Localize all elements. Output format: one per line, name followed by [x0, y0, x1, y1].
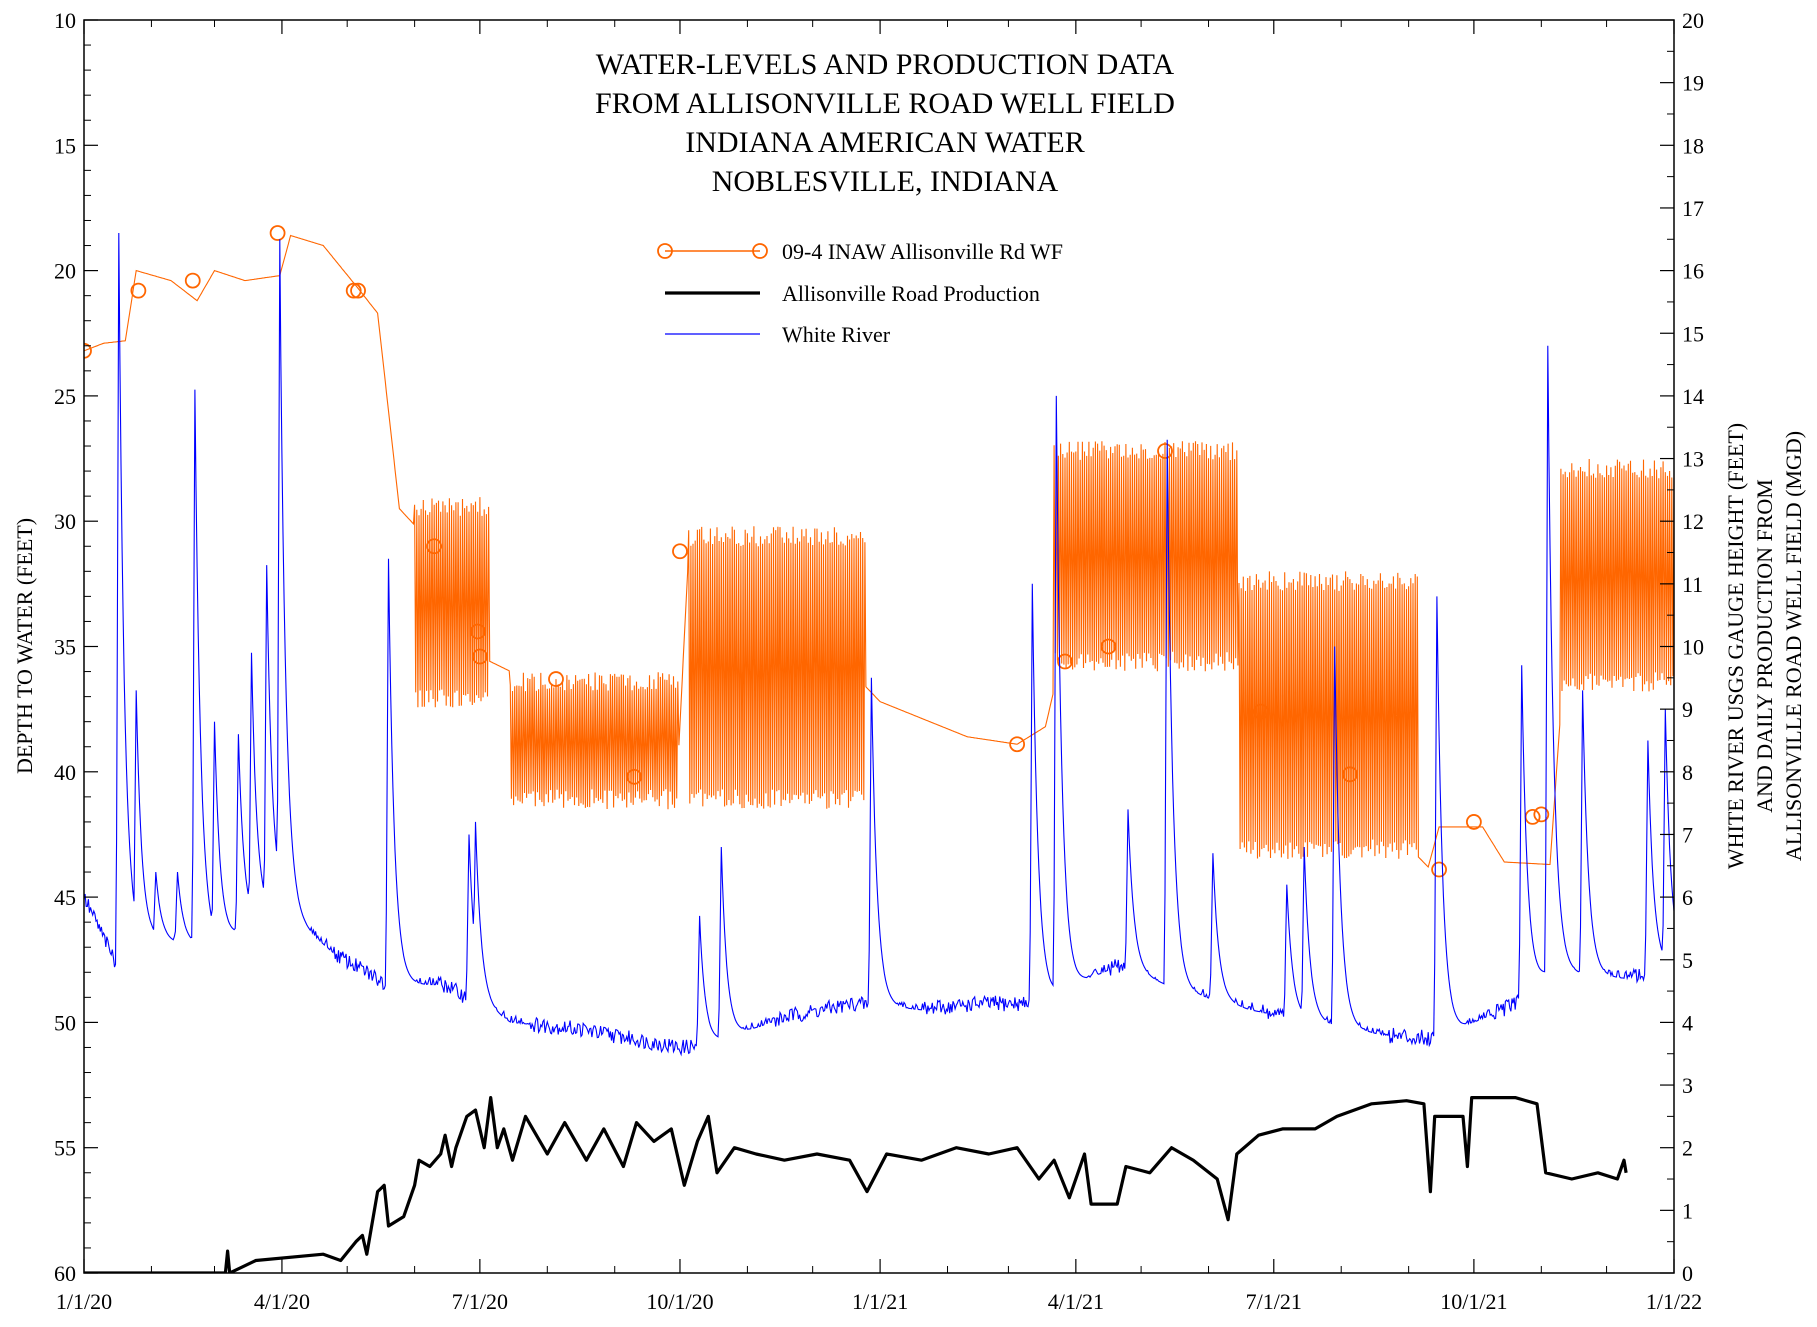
water-level-marker — [469, 623, 486, 640]
water-level-marker — [1100, 638, 1117, 655]
legend-marker-water-level — [752, 243, 768, 259]
right-tick-label: 7 — [1682, 822, 1693, 847]
left-tick-label: 25 — [54, 384, 76, 409]
water-level-marker — [84, 342, 92, 359]
right-tick-label: 0 — [1682, 1261, 1693, 1286]
right-tick-label: 9 — [1682, 697, 1693, 722]
water-level-marker — [1524, 809, 1541, 825]
legend: 09-4 INAW Allisonville Rd WF Allisonville… — [657, 239, 1063, 347]
series-line-white-river — [84, 232, 1674, 1057]
water-level-marker — [1009, 736, 1026, 753]
right-tick-label: 5 — [1682, 948, 1693, 973]
plot-frame — [83, 19, 1675, 1274]
water-level-marker — [130, 282, 147, 299]
x-tick-label: 4/1/20 — [254, 1289, 310, 1314]
right-tick-label: 11 — [1682, 572, 1703, 597]
x-axis: 1/1/20 4/1/20 7/1/20 10/1/20 1/1/21 4/1/21 7/1… — [56, 20, 1702, 1314]
left-tick-label: 55 — [54, 1136, 76, 1161]
x-tick-label: 7/1/20 — [452, 1289, 508, 1314]
water-level-marker — [345, 282, 362, 299]
series-white-river — [84, 232, 1674, 1057]
water-level-marker — [426, 538, 443, 555]
left-axis-title: DEPTH TO WATER (FEET) — [12, 518, 37, 774]
chart-title-line: WATER-LEVELS AND PRODUCTION DATA — [596, 48, 1175, 81]
right-tick-label: 10 — [1682, 635, 1704, 660]
x-tick-label: 1/1/22 — [1646, 1289, 1702, 1314]
series-allisonville-road-production — [84, 1096, 1628, 1273]
left-tick-label: 60 — [54, 1261, 76, 1286]
right-tick-label: 6 — [1682, 885, 1693, 910]
right-tick-label: 17 — [1682, 196, 1704, 221]
legend-marker-water-level — [657, 243, 673, 259]
right-tick-label: 19 — [1682, 71, 1704, 96]
water-level-marker — [269, 225, 286, 241]
water-level-marker — [184, 272, 201, 289]
left-tick-label: 45 — [54, 885, 76, 910]
right-tick-label: 15 — [1682, 321, 1704, 346]
chart-title: WATER-LEVELS AND PRODUCTION DATA FROM ALL… — [595, 48, 1175, 198]
chart-title-line: INDIANA AMERICAN WATER — [685, 126, 1084, 159]
right-tick-label: 18 — [1682, 133, 1704, 158]
right-tick-label: 1 — [1682, 1198, 1693, 1223]
water-level-marker — [548, 671, 564, 687]
left-tick-label: 20 — [54, 259, 76, 284]
left-tick-label: 30 — [54, 509, 76, 534]
right-tick-label: 14 — [1682, 384, 1704, 409]
right-tick-label: 12 — [1682, 509, 1704, 534]
right-axis-title-line: AND DAILY PRODUCTION FROM — [1752, 479, 1777, 813]
right-tick-label: 8 — [1682, 760, 1693, 785]
series-line-water-level — [84, 234, 1674, 869]
water-level-marker — [1252, 703, 1269, 720]
right-tick-label: 4 — [1682, 1010, 1693, 1035]
water-level-marker — [471, 648, 488, 665]
chart-title-line: NOBLESVILLE, INDIANA — [712, 165, 1059, 198]
legend-label: 09-4 INAW Allisonville Rd WF — [782, 239, 1063, 264]
left-tick-label: 15 — [54, 133, 76, 158]
plot-area — [84, 225, 1674, 1273]
right-tick-label: 3 — [1682, 1073, 1693, 1098]
left-tick-label: 50 — [54, 1010, 76, 1035]
right-tick-label: 20 — [1682, 8, 1704, 33]
left-tick-label: 10 — [54, 8, 76, 33]
left-tick-label: 35 — [54, 635, 76, 660]
water-level-marker — [350, 282, 366, 299]
water-level-marker — [1057, 653, 1073, 670]
series-line-production — [84, 1096, 1628, 1273]
right-tick-label: 16 — [1682, 259, 1704, 284]
x-tick-label: 1/1/20 — [56, 1289, 112, 1314]
x-tick-label: 4/1/21 — [1048, 1289, 1104, 1314]
x-tick-label: 10/1/21 — [1440, 1289, 1507, 1314]
legend-label: White River — [782, 322, 891, 347]
series-09-4-inaw-allisonville-rd-wf — [84, 225, 1674, 878]
water-level-marker — [1342, 766, 1358, 783]
right-axis-title: WHITE RIVER USGS GAUGE HEIGHT (FEET) AND … — [1723, 423, 1806, 869]
left-y-axis: 10 15 20 25 30 35 40 45 50 55 60 — [54, 8, 98, 1286]
water-level-marker — [626, 768, 643, 785]
chart-title-line: FROM ALLISONVILLE ROAD WELL FIELD — [595, 87, 1175, 120]
water-level-marker — [1431, 861, 1447, 878]
right-axis-title-line: ALLISONVILLE ROAD WELL FIELD (MGD) — [1781, 431, 1806, 861]
right-tick-label: 2 — [1682, 1136, 1693, 1161]
x-tick-label: 10/1/20 — [646, 1289, 713, 1314]
right-axis-title-line: WHITE RIVER USGS GAUGE HEIGHT (FEET) — [1723, 423, 1748, 869]
right-tick-label: 13 — [1682, 447, 1704, 472]
water-level-marker — [1533, 806, 1550, 823]
water-level-marker — [1157, 443, 1173, 459]
left-tick-label: 40 — [54, 760, 76, 785]
x-tick-label: 7/1/21 — [1246, 1289, 1302, 1314]
water-level-marker — [672, 543, 688, 560]
water-level-marker — [1465, 814, 1482, 830]
x-tick-label: 1/1/21 — [852, 1289, 908, 1314]
legend-label: Allisonville Road Production — [782, 281, 1040, 306]
